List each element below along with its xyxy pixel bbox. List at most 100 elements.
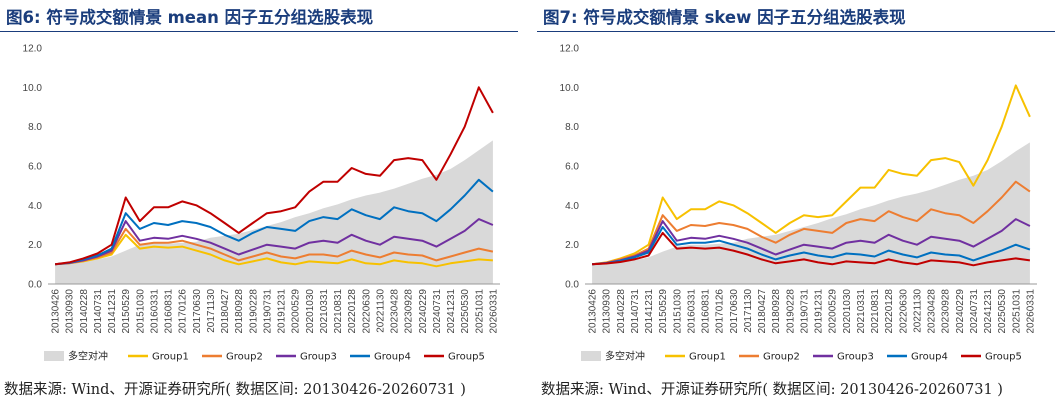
- series-line-Group1: [591, 84, 1031, 266]
- y-tick-label: 4.0: [565, 201, 579, 212]
- x-tick-label: 20170126: [178, 289, 189, 334]
- x-tick-label: 20150529: [121, 289, 132, 334]
- series-line-Group2: [591, 180, 1031, 266]
- x-tick-label: 20190228: [785, 289, 796, 334]
- x-tick-label: 20241231: [983, 289, 994, 334]
- x-tick-label: 20130930: [65, 289, 76, 334]
- x-tick-label: 20230928: [404, 289, 415, 334]
- legend-label: Group1: [152, 352, 189, 363]
- x-tick-label: 20201030: [842, 289, 853, 334]
- x-tick-label: 20220128: [884, 289, 895, 334]
- chart-title: 图6: 符号成交额情景 mean 因子五分组选股表现: [6, 8, 374, 27]
- y-tick-label: 12.0: [23, 44, 43, 55]
- y-tick-label: 2.0: [565, 240, 579, 251]
- source-note: 数据来源: Wind、开源证券研究所( 数据区间: 20130426-20260…: [4, 382, 466, 398]
- legend-label: 多空对冲: [605, 350, 645, 363]
- series-line-Group5: [54, 86, 494, 266]
- x-tick-label: 20160331: [149, 289, 160, 334]
- x-tick-label: 20160331: [686, 289, 697, 334]
- legend-label: 多空对冲: [68, 350, 108, 363]
- y-tick-label: 2.0: [28, 240, 42, 251]
- x-tick-label: 20190228: [248, 289, 259, 334]
- x-tick-label: 20220128: [347, 289, 358, 334]
- y-tick-label: 6.0: [565, 162, 579, 173]
- x-tick-label: 20140731: [93, 289, 104, 334]
- legend-label: Group4: [374, 352, 411, 363]
- legend-label: Group5: [448, 352, 485, 363]
- y-tick-label: 4.0: [28, 201, 42, 212]
- y-tick-label: 0.0: [565, 280, 579, 291]
- legend-label: Group2: [763, 352, 800, 363]
- x-tick-label: 20130426: [51, 289, 62, 334]
- legend-label: Group3: [300, 352, 337, 363]
- legend-label: Group4: [911, 352, 948, 363]
- series-line-Group3: [592, 218, 1031, 266]
- series-line-Group1: [55, 233, 493, 268]
- x-tick-label: 20241231: [446, 289, 457, 334]
- x-tick-label: 20201030: [305, 289, 316, 334]
- chart-panel-skew: 图7: 符号成交额情景 skew 因子五分组选股表现 0.0 2.0 4.0 6.0 8…: [537, 0, 1057, 406]
- x-tick-label: 20210831: [333, 289, 344, 334]
- series-line-Group2: [55, 227, 494, 266]
- x-tick-label: 20200529: [828, 289, 839, 334]
- chart-title: 图7: 符号成交额情景 skew 因子五分组选股表现: [543, 8, 906, 27]
- x-tick-label: 20130930: [602, 289, 613, 334]
- legend-label: Group1: [689, 352, 726, 363]
- x-tick-label: 20180928: [234, 289, 245, 334]
- x-tick-label: 20240731: [432, 289, 443, 334]
- y-tick-label: 6.0: [28, 162, 42, 173]
- chart-panel-mean: 图6: 符号成交额情景 mean 因子五分组选股表现 0.0 2.0 4.0 6.0 8…: [0, 0, 520, 406]
- x-tick-label: 20240229: [955, 289, 966, 334]
- x-tick-label: 20191231: [277, 289, 288, 334]
- x-tick-label: 20221130: [912, 289, 923, 333]
- x-tick-label: 20230428: [390, 289, 401, 334]
- y-tick-label: 10.0: [560, 83, 580, 94]
- x-tick-label: 20130426: [588, 289, 599, 334]
- x-tick-label: 20260331: [488, 289, 499, 334]
- y-tick-label: 8.0: [28, 122, 42, 133]
- source-note: 数据来源: Wind、开源证券研究所( 数据区间: 20130426-20260…: [541, 382, 1003, 398]
- x-tick-label: 20170630: [192, 289, 203, 334]
- x-tick-label: 20160831: [701, 289, 712, 334]
- legend-label: Group3: [837, 352, 874, 363]
- x-tick-label: 20220630: [361, 289, 372, 334]
- x-tick-label: 20250530: [460, 289, 471, 334]
- x-tick-label: 20140228: [616, 289, 627, 334]
- x-tick-label: 20180427: [220, 289, 231, 334]
- x-tick-label: 20170126: [715, 289, 726, 334]
- x-tick-label: 20230428: [927, 289, 938, 334]
- x-tick-label: 20191231: [814, 289, 825, 334]
- x-tick-label: 20180427: [757, 289, 768, 334]
- x-tick-label: 20140228: [79, 289, 90, 334]
- series-line-Group5: [592, 231, 1031, 267]
- x-tick-label: 20230928: [941, 289, 952, 334]
- x-tick-label: 20210831: [870, 289, 881, 334]
- x-tick-label: 20251031: [1011, 289, 1022, 334]
- x-tick-label: 20190731: [262, 289, 273, 334]
- title-rule: [0, 31, 518, 32]
- x-tick-label: 20151030: [672, 289, 683, 334]
- x-tick-label: 20240229: [418, 289, 429, 334]
- x-tick-label: 20220630: [898, 289, 909, 334]
- x-tick-label: 20171130: [743, 289, 754, 333]
- x-tick-label: 20221130: [375, 289, 386, 333]
- x-tick-label: 20260331: [1025, 289, 1036, 334]
- y-tick-label: 0.0: [28, 280, 42, 291]
- x-tick-label: 20171130: [206, 289, 217, 333]
- legend-label: Group2: [226, 352, 263, 363]
- x-tick-label: 20150529: [658, 289, 669, 334]
- x-tick-label: 20141231: [644, 289, 655, 334]
- x-tick-label: 20200529: [291, 289, 302, 334]
- y-tick-label: 12.0: [560, 44, 580, 55]
- series-line-Group4: [54, 178, 494, 266]
- title-rule: [537, 31, 1055, 32]
- x-tick-label: 20240731: [969, 289, 980, 334]
- x-tick-label: 20170630: [729, 289, 740, 334]
- legend-swatch-多空对冲: [44, 351, 64, 361]
- x-tick-label: 20210331: [319, 289, 330, 334]
- series-line-Group3: [55, 218, 494, 266]
- x-tick-label: 20151030: [135, 289, 146, 334]
- legend-swatch-多空对冲: [581, 351, 601, 361]
- x-tick-label: 20141231: [107, 289, 118, 334]
